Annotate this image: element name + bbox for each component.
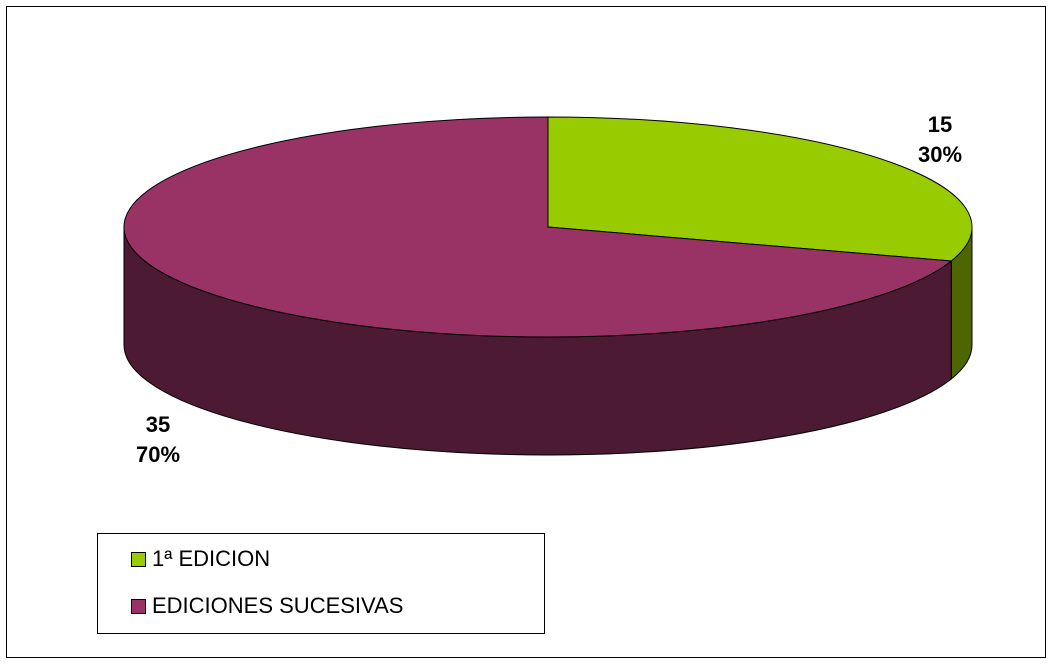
- data-label-value: 35: [145, 412, 171, 437]
- pie-slice-1-edicion: [547, 116, 973, 262]
- legend-swatch: [131, 598, 146, 614]
- legend-item-1a-edicion: 1ª EDICION: [131, 546, 271, 571]
- data-label-value: 15: [927, 112, 953, 137]
- data-label-ediciones-sucesivas: 35 70%: [118, 410, 198, 470]
- legend: 1ª EDICION EDICIONES SUCESIVAS: [97, 533, 545, 634]
- legend-label: 1ª EDICION: [152, 546, 271, 571]
- pie-slice-ediciones-sucesivas: [123, 116, 953, 338]
- legend-item-ediciones-sucesivas: EDICIONES SUCESIVAS: [131, 593, 404, 618]
- data-label-percent: 70%: [135, 442, 181, 467]
- data-label-1a-edicion: 15 30%: [900, 110, 980, 170]
- legend-swatch: [131, 551, 146, 567]
- data-label-percent: 30%: [917, 142, 963, 167]
- legend-label: EDICIONES SUCESIVAS: [152, 593, 404, 618]
